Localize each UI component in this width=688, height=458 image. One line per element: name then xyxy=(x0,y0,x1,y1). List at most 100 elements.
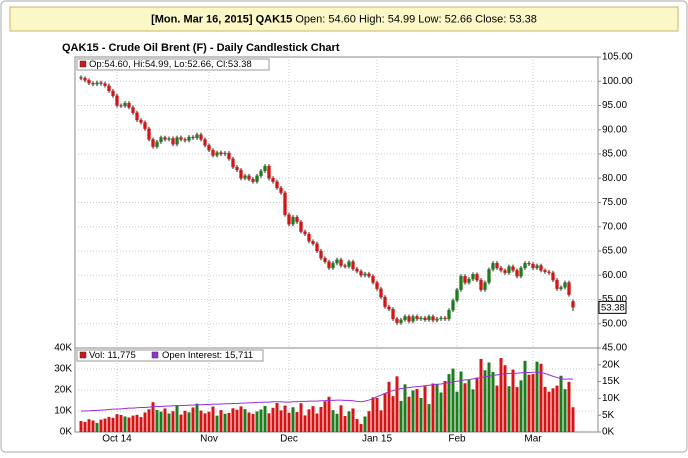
volume-bar xyxy=(111,417,115,432)
header-text: Open: 54.60 High: 54.99 Low: 52.66 Close… xyxy=(295,13,537,25)
volume-bar xyxy=(391,396,395,432)
volume-bar xyxy=(495,385,499,432)
candle-body xyxy=(163,137,167,140)
candle-body xyxy=(243,175,247,179)
volume-bar xyxy=(371,397,375,432)
candle-body xyxy=(571,301,575,308)
x-tick-label: Dec xyxy=(280,434,298,445)
candle-body xyxy=(543,270,547,273)
volume-bar xyxy=(159,411,163,432)
candle-body xyxy=(195,134,199,139)
candle-body xyxy=(371,276,375,283)
candle-body xyxy=(379,288,383,298)
candle-body xyxy=(335,259,339,264)
candle-body xyxy=(223,152,227,155)
candle-body xyxy=(239,169,243,179)
candle-body xyxy=(483,282,487,290)
volume-bar xyxy=(115,414,119,432)
candle-body xyxy=(419,317,423,320)
candle-body xyxy=(99,82,103,84)
candle-body xyxy=(311,241,315,244)
candle-body xyxy=(375,282,379,289)
volume-bar xyxy=(387,381,391,432)
volume-bar xyxy=(307,409,311,432)
volume-bar xyxy=(255,411,259,432)
candle-body xyxy=(471,274,475,280)
volume-bar xyxy=(239,406,243,432)
candle-body xyxy=(191,136,195,139)
volume-bar xyxy=(419,397,423,432)
volume-bar xyxy=(491,371,495,432)
volume-bar xyxy=(555,385,559,432)
volume-bar xyxy=(247,412,251,432)
volume-bar xyxy=(535,361,539,432)
volume-bar xyxy=(135,414,139,432)
volume-bar xyxy=(543,386,547,432)
legend-swatch xyxy=(79,351,87,359)
volume-bar xyxy=(183,410,187,432)
candle-body xyxy=(347,261,351,267)
y-tick-label: 20K xyxy=(54,385,72,396)
candle-body xyxy=(171,138,175,145)
candle-body xyxy=(187,136,191,141)
volume-bar xyxy=(271,407,275,432)
volume-bar xyxy=(87,419,91,432)
volume-bar xyxy=(551,388,555,432)
volume-bar xyxy=(79,421,83,432)
y-tick-label: 80.00 xyxy=(602,173,627,184)
y-tick-label: 105.00 xyxy=(602,52,633,63)
volume-bar xyxy=(467,379,471,432)
candle-body xyxy=(503,270,507,273)
candle-body xyxy=(387,306,391,310)
volume-bar xyxy=(395,376,399,432)
y-tick-label: 95.00 xyxy=(602,100,627,111)
volume-bar xyxy=(103,418,107,432)
candle-body xyxy=(95,82,99,85)
volume-bar xyxy=(231,408,235,432)
legend-box xyxy=(76,349,264,362)
candle-body xyxy=(403,316,407,321)
volume-bar xyxy=(427,404,431,432)
volume-bar xyxy=(151,402,155,432)
volume-bar xyxy=(563,389,567,432)
volume-bar xyxy=(443,380,447,432)
volume-bar xyxy=(471,389,475,432)
candle-body xyxy=(139,119,143,123)
volume-bar xyxy=(299,403,303,432)
x-tick-label: Nov xyxy=(200,434,218,445)
candle-body xyxy=(359,271,363,276)
candle-body xyxy=(491,262,495,270)
candle-body xyxy=(499,267,503,271)
volume-bar xyxy=(123,416,127,432)
volume-bar xyxy=(323,401,327,432)
volume-bar xyxy=(327,396,331,432)
volume-bar xyxy=(99,419,103,432)
volume-bar xyxy=(119,414,123,432)
volume-bar xyxy=(195,403,199,432)
y2-tick-label: 15K xyxy=(602,376,620,387)
volume-bar xyxy=(435,384,439,432)
candle-body xyxy=(291,216,295,225)
volume-bar xyxy=(131,415,135,432)
candle-body xyxy=(143,122,147,129)
candle-body xyxy=(267,165,271,179)
volume-bar xyxy=(211,406,215,432)
candle-body xyxy=(367,273,371,277)
volume-bar xyxy=(243,409,247,432)
header-box xyxy=(9,6,679,32)
candle-body xyxy=(439,317,443,320)
header: [Mon. Mar 16, 2015] QAK15 Open: 54.60 Hi… xyxy=(151,13,537,25)
candle-body xyxy=(527,262,531,265)
y-tick-label: 75.00 xyxy=(602,197,627,208)
candle-body xyxy=(435,318,439,321)
volume-bar xyxy=(191,407,195,432)
candle-body xyxy=(443,317,447,320)
volume-bar xyxy=(143,412,147,432)
volume-bar xyxy=(559,375,563,432)
volume-bar xyxy=(499,358,503,432)
y-tick-label: 50.00 xyxy=(602,318,627,329)
x-tick-label: Jan 15 xyxy=(362,434,392,445)
candle-body xyxy=(451,300,455,311)
volume-bar xyxy=(199,410,203,432)
